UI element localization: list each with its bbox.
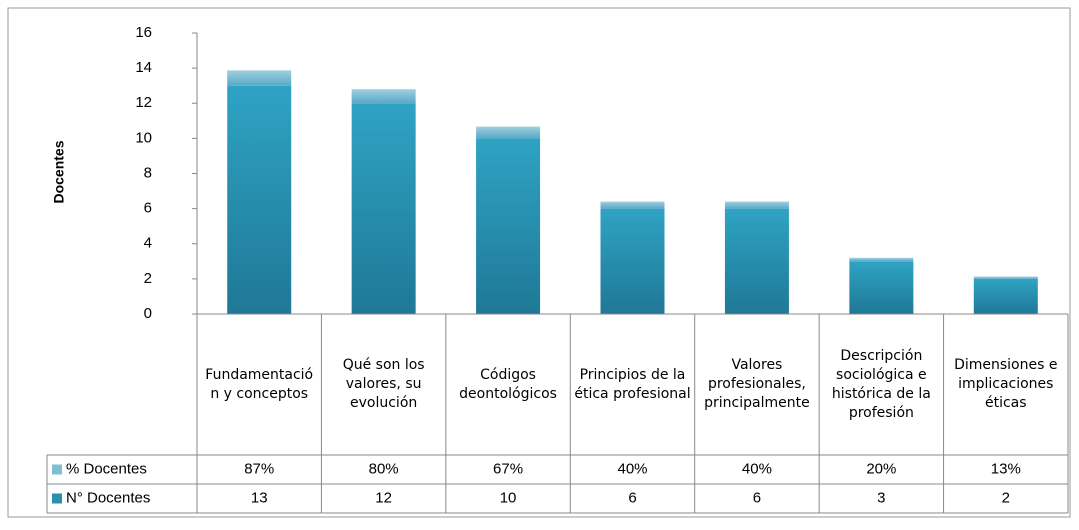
bar bbox=[973, 276, 1038, 279]
data-table-value: 12 bbox=[375, 489, 392, 506]
legend-label: N° Docentes bbox=[66, 489, 150, 506]
data-table-value: 6 bbox=[628, 489, 636, 506]
legend-label: % Docentes bbox=[66, 460, 147, 477]
bar bbox=[849, 261, 914, 314]
y-tick-label: 14 bbox=[135, 59, 152, 76]
y-tick-label: 2 bbox=[144, 270, 152, 287]
category-cell: Fundamentación y conceptos bbox=[205, 366, 314, 402]
data-table-value: 20% bbox=[866, 460, 896, 477]
bar bbox=[973, 278, 1038, 314]
x-tick-label: Códigos deontológicos bbox=[459, 366, 557, 402]
bar bbox=[600, 208, 665, 314]
bar bbox=[227, 70, 292, 86]
category-cell: Principios de la ética profesional bbox=[574, 366, 691, 402]
data-table-value: 80% bbox=[369, 460, 399, 477]
bar bbox=[476, 138, 541, 314]
x-tick-label: Principios de la ética profesional bbox=[574, 366, 691, 402]
data-table-value: 87% bbox=[244, 460, 274, 477]
data-table-value: 40% bbox=[617, 460, 647, 477]
y-tick-label: 8 bbox=[144, 164, 152, 181]
data-table-value: 40% bbox=[742, 460, 772, 477]
y-tick-label: 12 bbox=[135, 94, 152, 111]
y-tick-label: 4 bbox=[144, 235, 152, 252]
bar bbox=[724, 201, 789, 209]
x-tick-label: Dimensiones e implicaciones éticas bbox=[954, 357, 1058, 411]
category-cell: Valores profesionales, principalmente bbox=[704, 357, 810, 411]
category-cell: Descripción sociológica e histórica de l… bbox=[831, 347, 931, 421]
category-cell: Códigos deontológicos bbox=[459, 366, 557, 402]
bar bbox=[351, 89, 416, 104]
y-tick-label: 16 bbox=[135, 24, 152, 41]
legend-key bbox=[52, 493, 62, 504]
x-tick-label: Valores profesionales, principalmente bbox=[704, 357, 810, 411]
legend-key bbox=[52, 464, 62, 475]
category-cell: Dimensiones e implicaciones éticas bbox=[954, 357, 1058, 411]
data-table-value: 13 bbox=[251, 489, 268, 506]
data-table-value: 10 bbox=[500, 489, 517, 506]
x-tick-label: Fundamentación y conceptos bbox=[205, 366, 314, 402]
bar bbox=[724, 208, 789, 314]
y-axis-label: Docentes bbox=[51, 140, 67, 203]
bar bbox=[351, 103, 416, 314]
x-tick-label: Qué son los valores, su evolución bbox=[342, 357, 425, 411]
y-tick-label: 10 bbox=[135, 129, 152, 146]
y-tick-label: 0 bbox=[144, 305, 152, 322]
category-cell: Qué son los valores, su evolución bbox=[342, 357, 425, 411]
x-tick-label: Descripción sociológica e histórica de l… bbox=[831, 347, 931, 421]
y-tick-label: 6 bbox=[144, 200, 152, 217]
data-table-value: 13% bbox=[991, 460, 1021, 477]
bar bbox=[849, 257, 914, 262]
data-table-value: 6 bbox=[753, 489, 761, 506]
bar bbox=[227, 85, 292, 314]
bar bbox=[600, 201, 665, 209]
bar bbox=[476, 126, 541, 139]
data-table-value: 2 bbox=[1002, 489, 1010, 506]
data-table-value: 67% bbox=[493, 460, 523, 477]
data-table-value: 3 bbox=[877, 489, 885, 506]
